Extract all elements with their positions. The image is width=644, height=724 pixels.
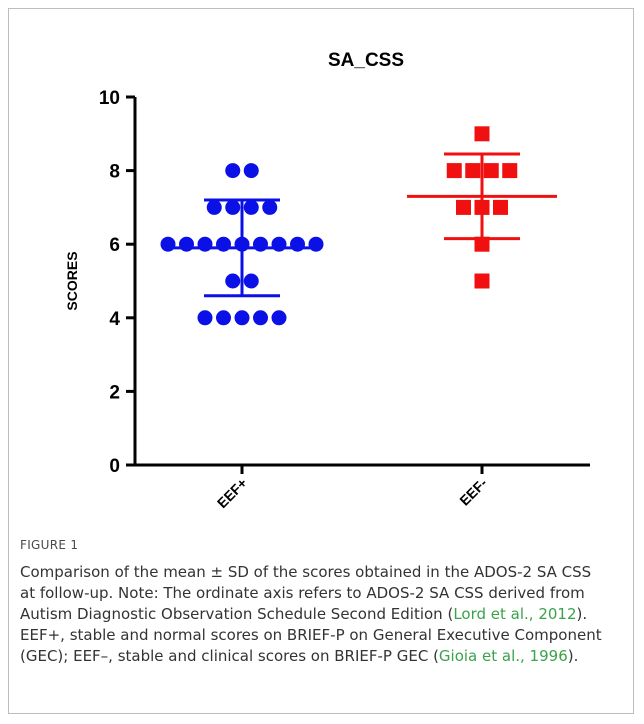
data-point: [474, 273, 490, 289]
x-tick-label: EEF-: [456, 475, 490, 509]
data-point: [216, 310, 231, 326]
caption-text-1: Comparison of the mean ± SD of the score…: [20, 563, 592, 623]
data-point: [197, 310, 213, 326]
data-point: [483, 163, 499, 179]
data-point: [493, 199, 508, 215]
data-point: [206, 199, 222, 215]
data-point: [474, 126, 490, 142]
data-point: [502, 163, 518, 179]
data-point: [243, 273, 259, 289]
citation-gioia-1996[interactable]: Gioia et al., 1996: [438, 647, 568, 665]
figure-caption: Comparison of the mean ± SD of the score…: [20, 562, 610, 667]
chart-marks: [160, 126, 557, 326]
figure-label: FIGURE 1: [20, 538, 79, 552]
y-tick-label: 0: [109, 456, 120, 477]
y-tick-label: 8: [109, 162, 120, 183]
data-point: [243, 163, 259, 179]
y-tick-label: 4: [109, 309, 120, 330]
data-point: [197, 236, 213, 252]
data-point: [243, 199, 259, 215]
data-point: [160, 236, 176, 252]
data-point: [446, 163, 462, 179]
chart-title: SA_CSS: [328, 50, 404, 71]
data-point: [179, 236, 194, 252]
data-point: [216, 236, 231, 252]
caption-text-3: ).: [567, 647, 579, 665]
data-point: [456, 199, 471, 215]
data-point: [234, 310, 250, 326]
data-point: [253, 236, 268, 252]
scatter-chart: SA_CSS SCORES 0 2 4 6 8 10 EEF+ EEF-: [64, 50, 590, 511]
data-point: [465, 163, 481, 179]
y-axis-label: SCORES: [64, 251, 80, 310]
data-point: [262, 199, 278, 215]
y-axis-ticks: 0 2 4 6 8 10: [99, 88, 135, 477]
citation-lord-2012[interactable]: Lord et al., 2012: [453, 605, 577, 623]
data-point: [271, 310, 287, 326]
data-point: [271, 236, 287, 252]
data-point: [253, 310, 268, 326]
x-axis-ticks: EEF+ EEF-: [214, 465, 490, 511]
y-tick-label: 2: [109, 382, 120, 403]
data-point: [308, 236, 324, 252]
data-point: [474, 236, 490, 252]
data-point: [225, 273, 241, 289]
data-point: [225, 199, 241, 215]
x-tick-label: EEF+: [214, 475, 250, 511]
data-point: [225, 163, 241, 179]
y-tick-label: 10: [99, 88, 120, 109]
y-tick-label: 6: [109, 235, 120, 256]
caption-text-2: ). EEF+, stable and normal scores on BRI…: [20, 605, 602, 665]
figure-panel: [8, 8, 634, 714]
data-point: [290, 236, 305, 252]
